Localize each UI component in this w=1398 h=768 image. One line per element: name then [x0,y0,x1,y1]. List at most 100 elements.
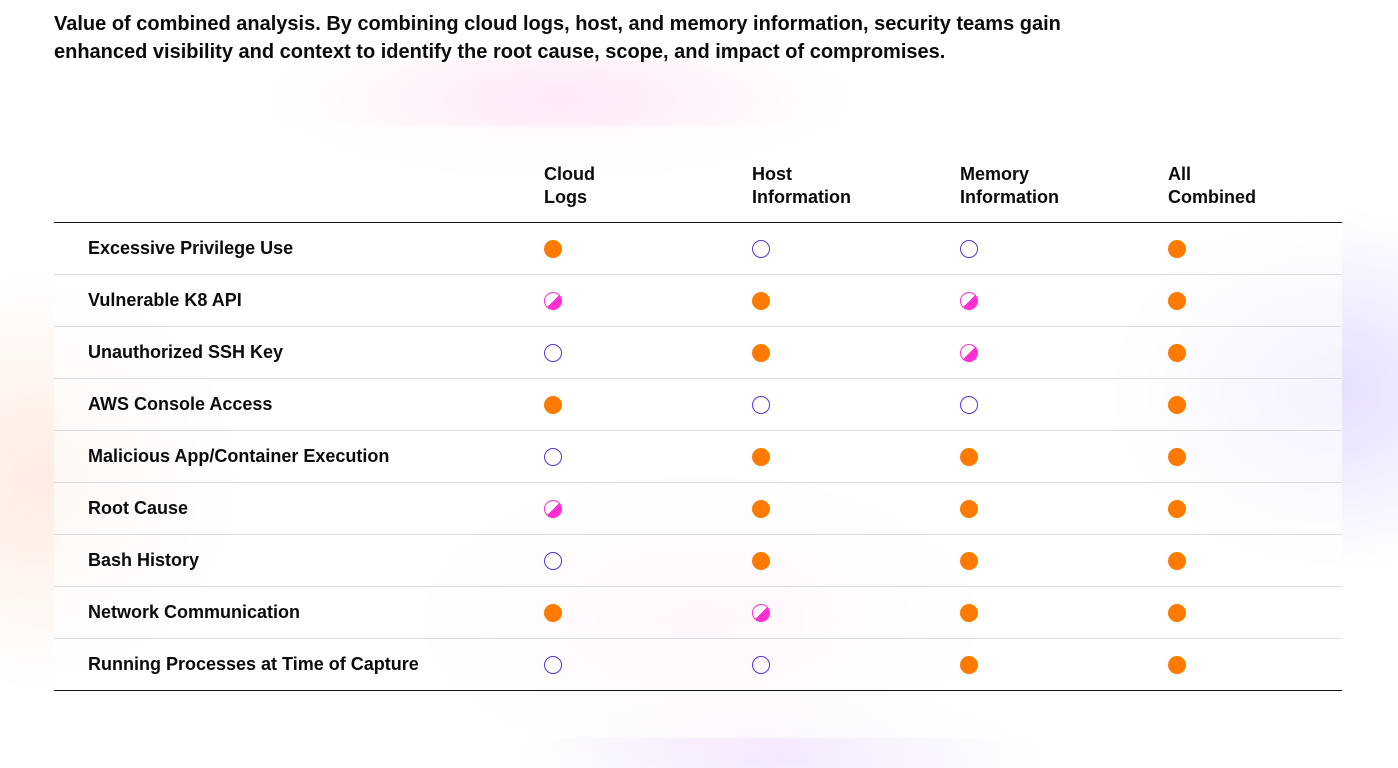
full-circle-icon [752,291,770,310]
row-label: Network Communication [54,585,544,638]
full-circle-icon [752,343,770,362]
table-row: Running Processes at Time of Capture [54,637,1342,691]
rating-cell [1168,533,1342,586]
rating-cell [960,637,1168,691]
rating-cell [960,273,1168,326]
table-row: Unauthorized SSH Key [54,325,1342,378]
rating-cell [752,481,960,534]
comparison-table: Cloud Logs Host Information Memory Infor… [54,126,1342,691]
header-row: Cloud Logs Host Information Memory Infor… [54,126,1342,223]
empty-circle-icon [544,655,562,674]
table-row: Excessive Privilege Use [54,222,1342,274]
row-label: AWS Console Access [54,377,544,430]
column-header-host-information: Host Information [752,126,960,223]
rating-cell [752,585,960,638]
rating-cell [960,533,1168,586]
rating-cell [752,273,960,326]
column-header-line: Memory [960,163,1030,184]
rating-cell [960,377,1168,430]
table-row: Root Cause [54,481,1342,534]
rating-cell [544,481,752,534]
half-circle-icon [544,291,562,310]
column-header-line: All [1168,163,1192,184]
column-header-all-combined: All Combined [1168,126,1342,223]
full-circle-icon [544,603,562,622]
rating-cell [544,325,752,378]
rating-cell [752,429,960,482]
full-circle-icon [1168,655,1186,674]
rating-cell [544,273,752,326]
row-label: Unauthorized SSH Key [54,325,544,378]
row-label: Running Processes at Time of Capture [54,637,544,691]
empty-circle-icon [544,551,562,570]
half-circle-icon [960,343,978,362]
rating-cell [960,585,1168,638]
rating-cell [1168,637,1342,691]
full-circle-icon [544,239,562,258]
empty-circle-icon [960,395,978,414]
full-circle-icon [960,551,978,570]
rating-cell [1168,377,1342,430]
full-circle-icon [960,603,978,622]
rating-cell [752,637,960,691]
table-row: Bash History [54,533,1342,586]
column-header-line: Information [960,186,1059,207]
rating-cell [960,325,1168,378]
header-empty-cell [54,126,544,223]
column-header-memory-information: Memory Information [960,126,1168,223]
rating-cell [1168,273,1342,326]
full-circle-icon [960,499,978,518]
rating-cell [544,637,752,691]
full-circle-icon [960,655,978,674]
rating-cell [544,377,752,430]
rating-cell [1168,222,1342,274]
rating-cell [752,377,960,430]
column-header-line: Logs [544,186,587,207]
table-body: Excessive Privilege Use Vulnerable K8 API… [54,222,1342,691]
rating-cell [752,533,960,586]
rating-cell [1168,325,1342,378]
rating-cell [544,533,752,586]
full-circle-icon [1168,291,1186,310]
rating-cell [1168,429,1342,482]
empty-circle-icon [752,655,770,674]
half-circle-icon [960,291,978,310]
half-circle-icon [752,603,770,622]
full-circle-icon [1168,447,1186,466]
column-header-line: Combined [1168,186,1256,207]
full-circle-icon [752,499,770,518]
rating-cell [1168,481,1342,534]
full-circle-icon [960,447,978,466]
rating-cell [1168,585,1342,638]
row-label: Bash History [54,533,544,586]
table-row: AWS Console Access [54,377,1342,430]
empty-circle-icon [960,239,978,258]
table-row: Malicious App/Container Execution [54,429,1342,482]
figure-caption: Value of combined analysis. By combining… [54,13,1061,63]
full-circle-icon [1168,603,1186,622]
full-circle-icon [1168,343,1186,362]
rating-cell [960,481,1168,534]
row-label: Excessive Privilege Use [88,237,294,258]
rating-cell [544,429,752,482]
table-row: Network Communication [54,585,1342,638]
half-circle-icon [544,499,562,518]
table-row: Vulnerable K8 API [54,273,1342,326]
rating-cell [752,222,960,274]
column-header-line: Information [752,186,851,207]
full-circle-icon [1168,551,1186,570]
rating-cell [544,585,752,638]
full-circle-icon [752,551,770,570]
empty-circle-icon [544,447,562,466]
column-header-cloud-logs: Cloud Logs [544,126,752,223]
rating-cell [752,325,960,378]
full-circle-icon [544,395,562,414]
rating-cell [960,429,1168,482]
row-label: Malicious App/Container Execution [54,429,544,482]
rating-cell [544,222,752,274]
column-header-line: Cloud [544,163,595,184]
full-circle-icon [1168,239,1186,258]
row-label: Root Cause [54,481,544,534]
column-header-line: Host [752,163,792,184]
full-circle-icon [1168,395,1186,414]
